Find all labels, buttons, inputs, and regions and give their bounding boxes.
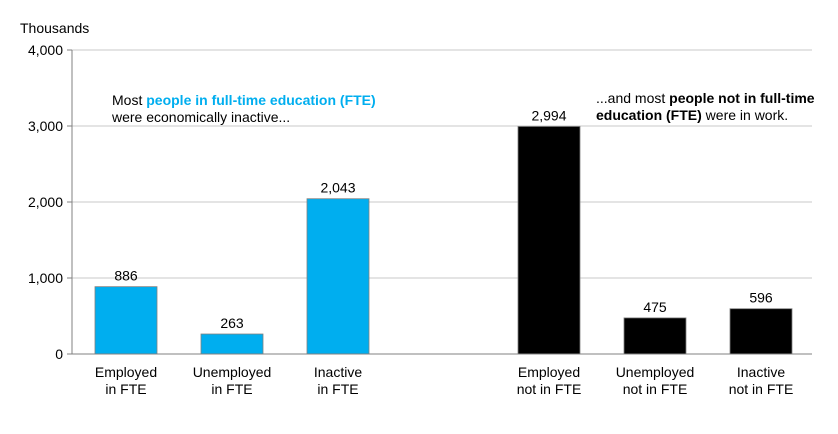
data-label: 596 [749,290,773,306]
data-label: 886 [114,268,138,284]
data-label: 2,043 [320,180,355,196]
x-tick-label: Unemployed [193,364,272,380]
x-tick-label: Unemployed [616,364,695,380]
y-tick-label: 3,000 [28,118,63,134]
annotation-left-prefix: Most [112,92,147,108]
annotation-right-suffix: were in work. [701,107,789,123]
bars: 886 263 2,043 2,994 475 596 [94,107,793,355]
bar [94,286,158,355]
annotation-left-highlight: people in full-time education (FTE) [146,92,376,108]
x-tick-label: in FTE [317,381,358,397]
data-label: 263 [220,315,244,331]
annotation-right: ...and most people not in full-time educ… [596,90,815,124]
bar [306,198,370,355]
y-tick-label: 1,000 [28,270,63,286]
annotation-right-highlight: people not in full-time [669,90,815,106]
gridlines [72,49,812,279]
x-tick-label: Employed [518,364,580,380]
x-tick-label: Inactive [314,364,362,380]
bar [729,308,793,355]
x-tick-label: not in FTE [623,381,688,397]
y-tick-label: 2,000 [28,194,63,210]
y-axis-label: Thousands [20,20,89,36]
annotation-right-highlight2: education (FTE) [596,107,702,123]
annotation-left: Most people in full-time education (FTE)… [112,92,376,126]
bar [623,317,687,355]
x-tick-label: not in FTE [517,381,582,397]
x-tick-label: in FTE [105,381,146,397]
x-tick-label: Employed [95,364,157,380]
y-tick-label: 0 [55,346,63,362]
bar [517,126,581,355]
x-tick-label: in FTE [211,381,252,397]
annotation-right-prefix: ...and most [596,90,670,106]
bar [200,333,264,355]
data-label: 2,994 [531,107,566,123]
data-label: 475 [643,299,667,315]
annotation-left-line2: were economically inactive... [112,109,291,125]
y-axis-ticks: 0 1,000 2,000 3,000 4,000 [28,42,72,362]
y-tick-label: 4,000 [28,42,63,58]
x-tick-label: not in FTE [729,381,794,397]
x-tick-label: Inactive [737,364,785,380]
